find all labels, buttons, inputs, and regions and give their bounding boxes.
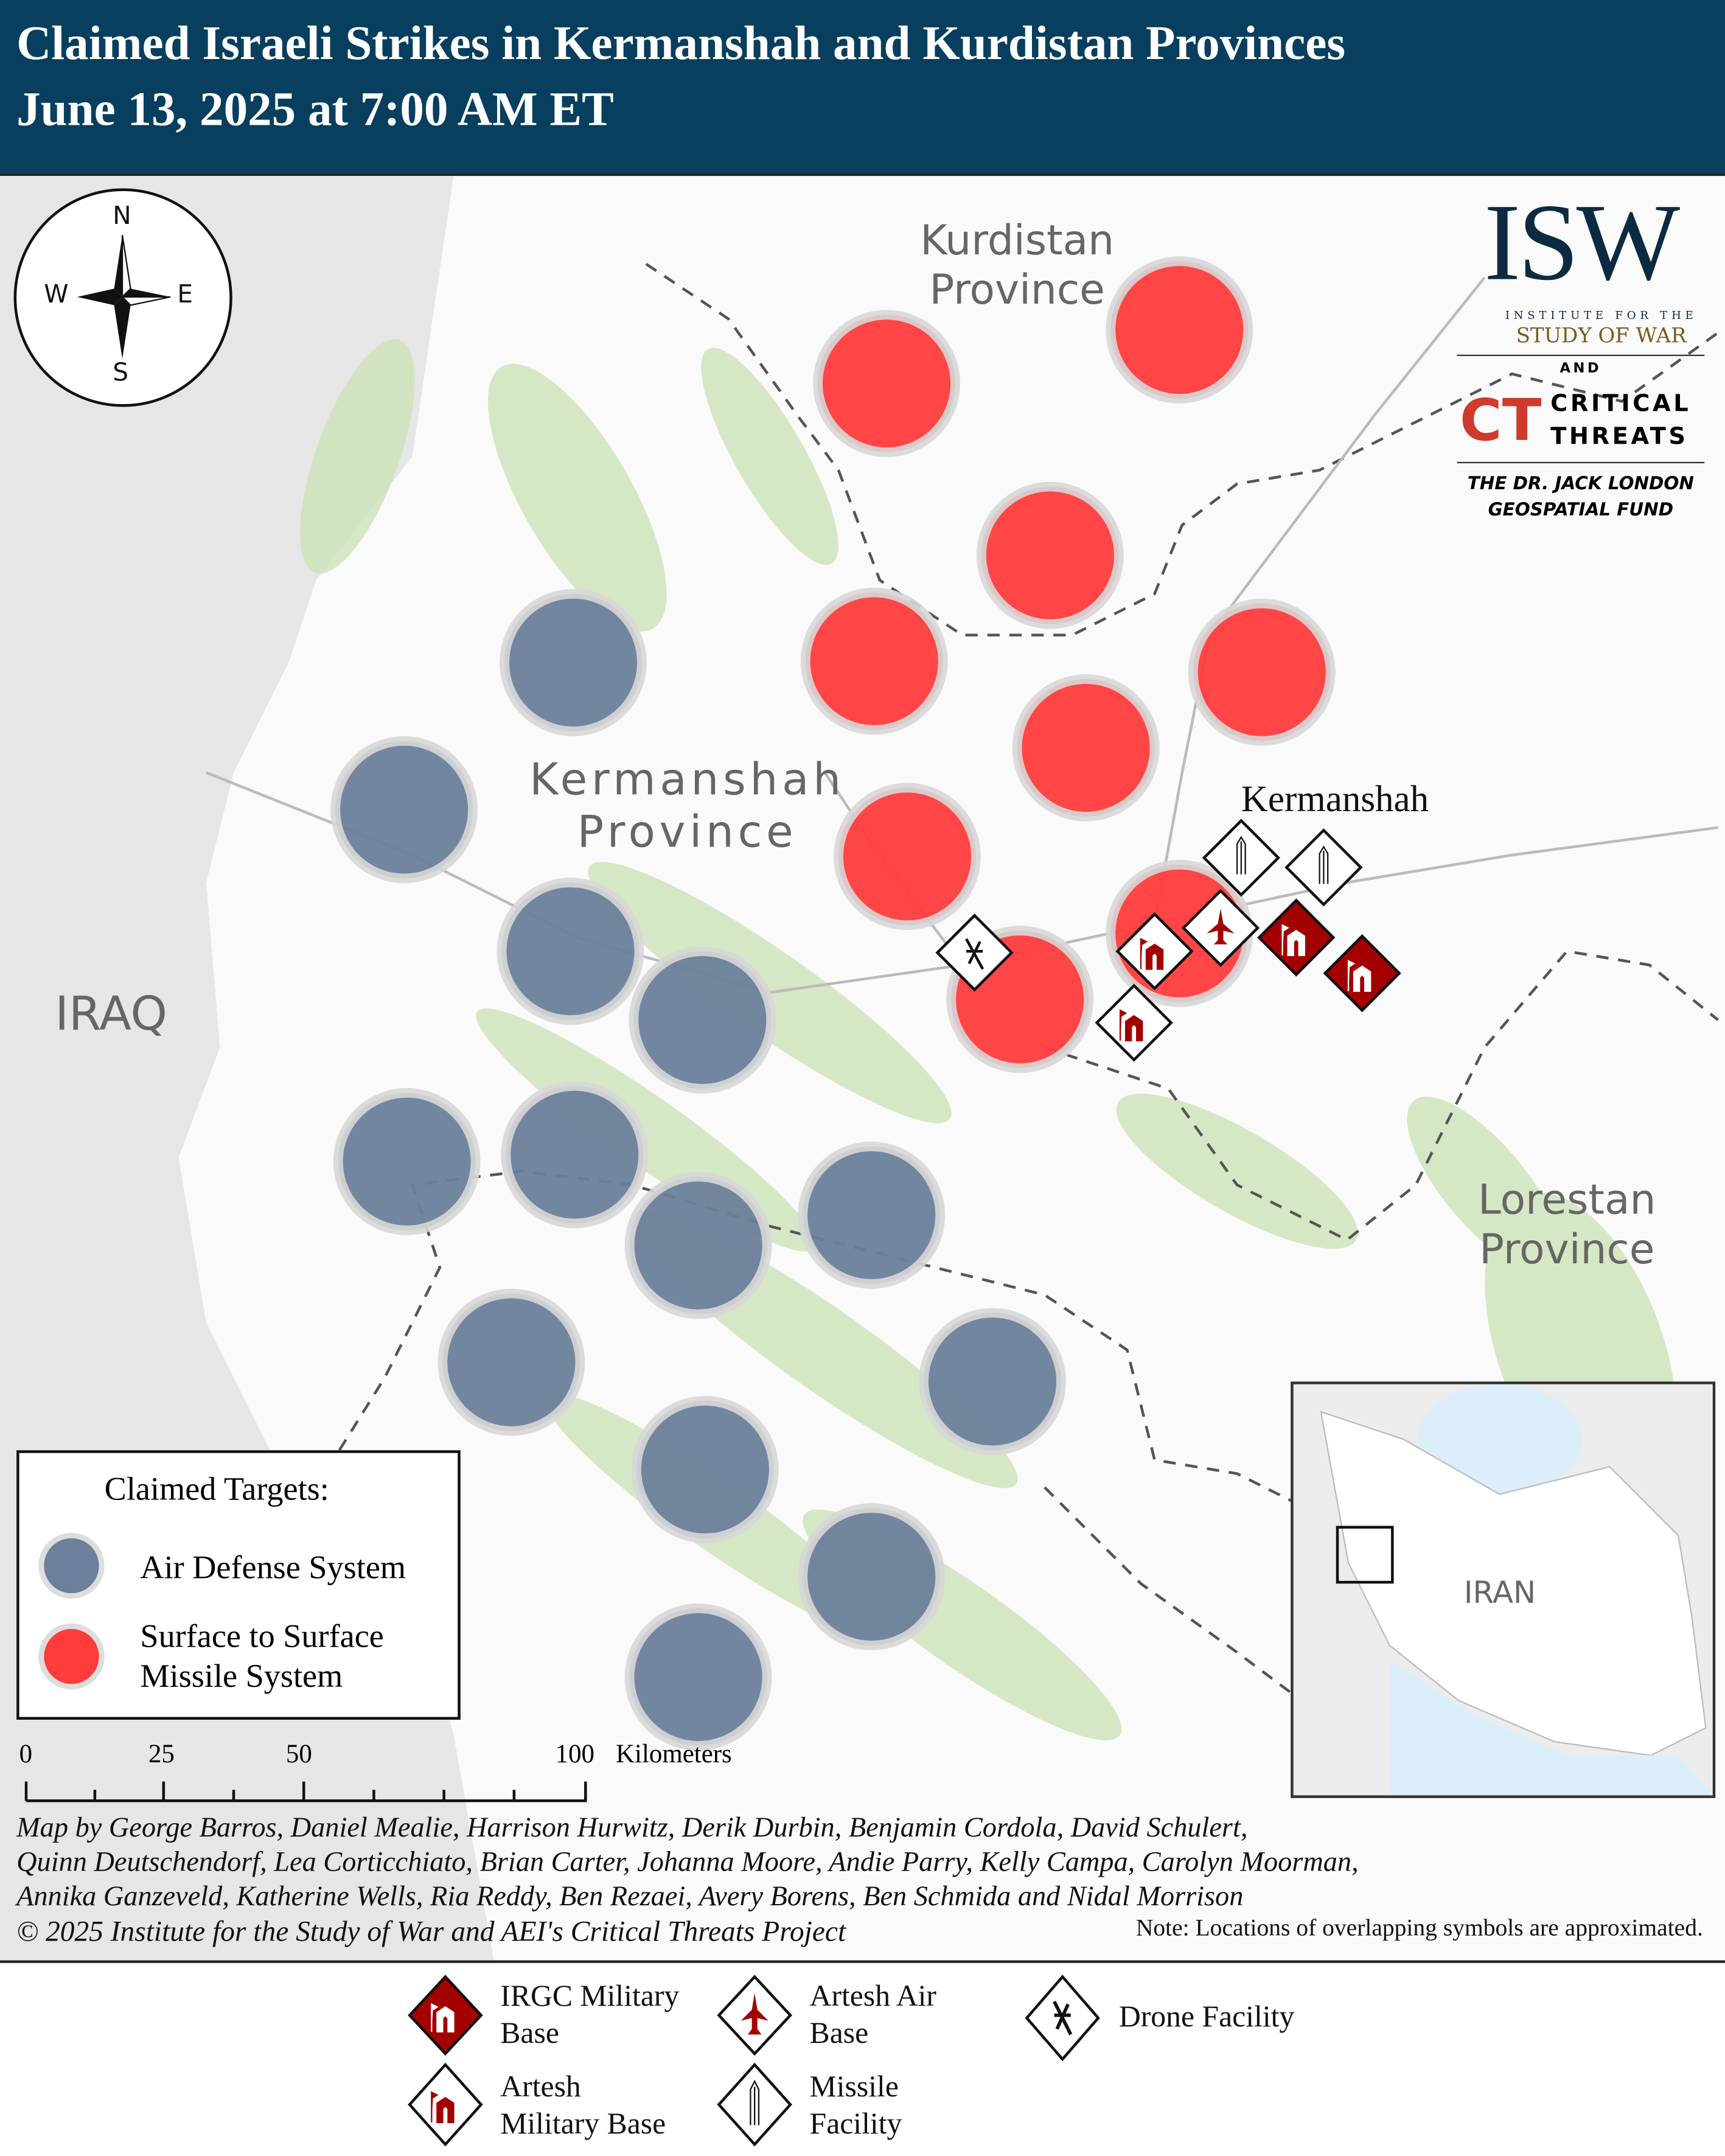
- label-lorestan-province: Lorestan Province: [1478, 1176, 1656, 1275]
- credits-line: Map by George Barros, Daniel Mealie, Har…: [16, 1813, 1248, 1844]
- targets-legend: Claimed Targets: Air Defense System Surf…: [16, 1450, 461, 1720]
- legend-irgc: IRGC Military Base: [500, 1978, 680, 2050]
- drone-facility-icon: [1025, 1974, 1100, 2062]
- legend-missile-facility: Missile Facility: [809, 2068, 902, 2141]
- missile-facility-icon: [717, 2062, 792, 2147]
- irgc-military-base-marker: [1257, 898, 1336, 977]
- artesh-air-base-marker: [1181, 888, 1260, 968]
- air-defense-target: [497, 877, 644, 1025]
- scale-tick-0: 0: [19, 1740, 33, 1770]
- ct-logo-mark: CT: [1460, 386, 1542, 454]
- artesh-military-base-icon: [408, 2062, 483, 2147]
- logo-and: AND: [1457, 354, 1705, 380]
- missile-system-target: [1012, 674, 1160, 822]
- air-defense-swatch: [38, 1532, 105, 1599]
- missile-system-swatch: [38, 1623, 105, 1690]
- inset-map-shapes: [1293, 1384, 1713, 1796]
- scale-tick-50: 50: [285, 1740, 312, 1770]
- inset-label-iran: IRAN: [1463, 1577, 1536, 1611]
- artesh-military-base-marker: [1095, 983, 1173, 1062]
- air-defense-target: [501, 1081, 649, 1229]
- title: Claimed Israeli Strikes in Kermanshah an…: [16, 16, 1346, 71]
- missile-system-target: [977, 481, 1124, 629]
- missile-system-target: [813, 310, 960, 458]
- label-kurdistan-province: Kurdistan Province: [920, 217, 1115, 315]
- scale-unit: Kilometers: [616, 1740, 732, 1770]
- air-defense-target: [632, 1396, 779, 1543]
- inset-extent-box: [1336, 1526, 1394, 1584]
- province-borders: [315, 262, 1720, 1695]
- legend-artesh-air: Artesh Air Base: [809, 1978, 936, 2050]
- missile-facility-marker: [1284, 828, 1363, 907]
- missile-system-target: [1106, 256, 1253, 404]
- copyright-line: © 2025 Institute for the Study of War an…: [16, 1914, 846, 1948]
- isw-sub2: STUDY OF WAR: [1516, 323, 1687, 348]
- isw-ct-logo: ISW INSTITUTE FOR THE STUDY OF WAR AND C…: [1457, 179, 1705, 524]
- title-banner: Claimed Israeli Strikes in Kermanshah an…: [0, 0, 1725, 173]
- credits-line: Quinn Deutschendorf, Lea Corticchiato, B…: [16, 1847, 1359, 1878]
- compass-rose: N S E W: [13, 188, 232, 407]
- map-credits: Map by George Barros, Daniel Mealie, Har…: [16, 1812, 1359, 1949]
- isw-sub1: INSTITUTE FOR THE: [1505, 309, 1698, 322]
- air-defense-target: [437, 1288, 585, 1436]
- air-defense-target: [919, 1308, 1066, 1456]
- target-markers: [330, 256, 1401, 1751]
- air-defense-target: [624, 1603, 772, 1751]
- compass-n: N: [113, 202, 131, 231]
- ct-logo-text: CRITICAL THREATS: [1550, 390, 1692, 451]
- air-defense-target: [798, 1142, 946, 1289]
- scale-tick-25: 25: [148, 1740, 175, 1770]
- air-defense-target: [624, 1171, 772, 1319]
- scale-bar: 0 25 50 100 Kilometers: [16, 1740, 732, 1809]
- isw-logo-text: ISW: [1483, 183, 1680, 304]
- fund-text: THE DR. JACK LONDON GEOSPATIAL FUND: [1457, 462, 1705, 524]
- label-kermanshah-province: Kermanshah Province: [529, 753, 845, 859]
- artesh-air-base-icon: [717, 1975, 793, 2056]
- missile-system-target: [800, 587, 948, 735]
- legend-artesh-military: Artesh Military Base: [500, 2068, 666, 2141]
- artesh-military-base-marker: [1115, 912, 1194, 991]
- air-defense-target: [330, 736, 478, 884]
- compass-w: W: [44, 280, 69, 310]
- air-defense-target: [333, 1087, 481, 1235]
- legend-missile-system: Surface to Surface Missile System: [140, 1619, 384, 1695]
- facility-legend: IRGC Military Base Artesh Air Base Drone F…: [0, 1962, 1725, 2156]
- inset-locator-map: IRAN: [1291, 1381, 1716, 1798]
- irgc-military-base-icon: [408, 1975, 483, 2056]
- overlap-note: Note: Locations of overlapping symbols a…: [1135, 1913, 1703, 1941]
- scale-bar-line: [24, 1781, 587, 1802]
- credits-line: Annika Ganzeveld, Katherine Wells, Ria R…: [16, 1882, 1244, 1913]
- legend-air-defense: Air Defense System: [140, 1551, 406, 1586]
- legend-title: Claimed Targets:: [104, 1472, 329, 1509]
- drone-facility-marker: [935, 913, 1014, 992]
- compass-star-icon: [77, 235, 171, 359]
- scale-tick-100: 100: [555, 1740, 595, 1770]
- label-kermanshah-city: Kermanshah: [1241, 778, 1429, 820]
- compass-s: S: [113, 358, 129, 388]
- legend-drone: Drone Facility: [1118, 1998, 1295, 2034]
- irgc-military-base-marker: [1323, 934, 1401, 1013]
- missile-system-target: [834, 783, 981, 930]
- map-area: Kurdistan Province Kermanshah Province L…: [0, 173, 1725, 1963]
- compass-e: E: [177, 280, 193, 310]
- air-defense-target: [500, 588, 647, 736]
- air-defense-target: [629, 946, 776, 1094]
- label-iraq: IRAQ: [55, 986, 167, 1042]
- air-defense-target: [798, 1503, 946, 1650]
- subtitle-date: June 13, 2025 at 7:00 AM ET: [16, 82, 614, 136]
- missile-facility-marker: [1202, 818, 1281, 897]
- missile-system-target: [1188, 598, 1336, 746]
